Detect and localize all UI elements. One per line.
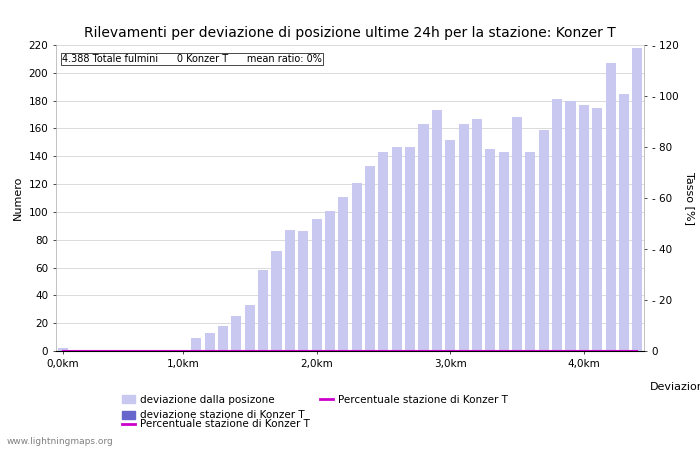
Y-axis label: Tasso [%]: Tasso [%] bbox=[685, 171, 695, 225]
Bar bbox=[632, 48, 643, 351]
Bar bbox=[498, 152, 509, 351]
Y-axis label: Numero: Numero bbox=[13, 176, 23, 220]
Text: 4.388 Totale fulmini      0 Konzer T      mean ratio: 0%: 4.388 Totale fulmini 0 Konzer T mean rat… bbox=[62, 54, 322, 64]
Bar bbox=[606, 63, 615, 351]
Bar bbox=[191, 338, 202, 351]
Bar bbox=[338, 197, 349, 351]
Bar bbox=[619, 94, 629, 351]
Bar bbox=[552, 99, 562, 351]
Bar bbox=[592, 108, 602, 351]
Bar bbox=[472, 119, 482, 351]
Bar bbox=[365, 166, 375, 351]
Bar bbox=[298, 231, 308, 351]
Bar bbox=[579, 105, 589, 351]
Bar bbox=[379, 152, 389, 351]
Bar bbox=[539, 130, 549, 351]
Bar bbox=[458, 124, 468, 351]
Legend: Percentuale stazione di Konzer T: Percentuale stazione di Konzer T bbox=[120, 418, 312, 432]
Title: Rilevamenti per deviazione di posizione ultime 24h per la stazione: Konzer T: Rilevamenti per deviazione di posizione … bbox=[84, 26, 616, 40]
Bar bbox=[392, 147, 402, 351]
Bar bbox=[204, 333, 215, 351]
Text: www.lightningmaps.org: www.lightningmaps.org bbox=[7, 436, 113, 446]
Bar bbox=[312, 219, 321, 351]
Bar bbox=[325, 211, 335, 351]
Bar bbox=[566, 101, 575, 351]
Bar bbox=[419, 124, 428, 351]
Bar bbox=[57, 348, 68, 351]
Bar bbox=[445, 140, 455, 351]
Bar bbox=[232, 316, 242, 351]
Bar bbox=[351, 183, 362, 351]
Bar bbox=[485, 149, 496, 351]
Bar bbox=[258, 270, 268, 351]
Bar bbox=[512, 117, 522, 351]
Bar bbox=[285, 230, 295, 351]
Text: Deviazioni: Deviazioni bbox=[650, 382, 700, 392]
Bar bbox=[405, 147, 415, 351]
Bar bbox=[218, 326, 228, 351]
Bar bbox=[526, 152, 536, 351]
Bar bbox=[432, 110, 442, 351]
Bar bbox=[245, 305, 255, 351]
Bar bbox=[272, 251, 281, 351]
